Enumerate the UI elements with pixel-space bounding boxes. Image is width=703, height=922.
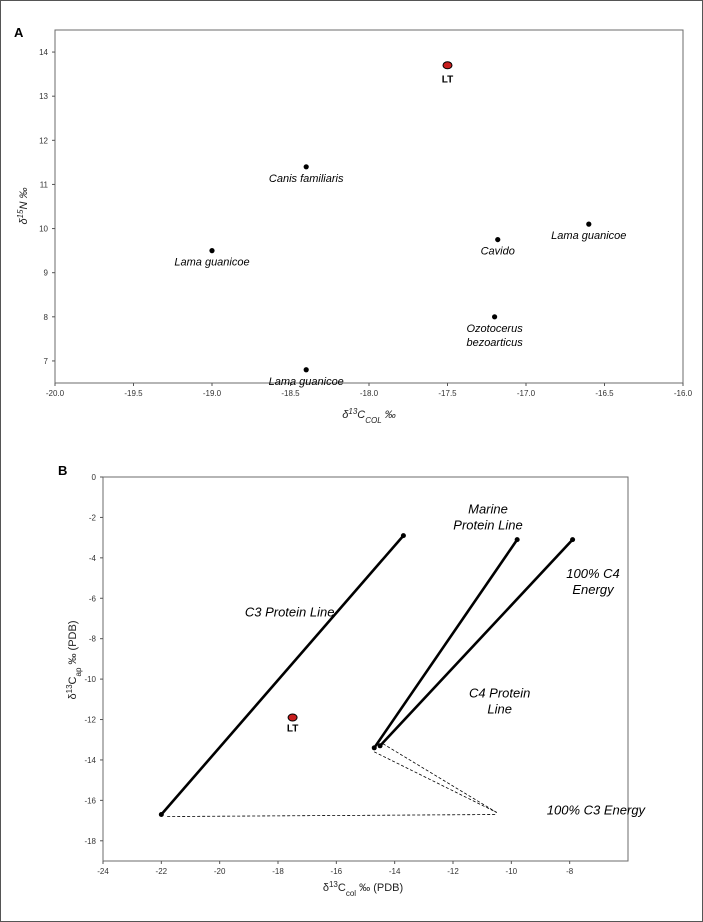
x-axis-b: -24 -22 -20 -18 -16 -14 -12 -10 -8: [97, 861, 574, 876]
panel-label-a: A: [14, 25, 24, 40]
x-axis-a: -20.0 -19.5 -19.0 -18.5 -18.0 -17.5 -17.0 -16.5…: [46, 383, 693, 398]
x-tick-label: -24: [97, 867, 109, 876]
plot-frame-a: [54, 29, 684, 384]
x-tick-label: -20.0: [46, 389, 65, 398]
line-endpoint: [158, 812, 164, 818]
line-annotation: 100% C3 Energy: [547, 803, 647, 818]
y-tick-label: -14: [84, 756, 96, 765]
x-tick-label: -10: [506, 867, 518, 876]
point-label: Lama guanicoe: [174, 257, 249, 269]
data-point: [303, 367, 309, 373]
regression-line: [379, 538, 574, 747]
point-label: Cavido: [481, 246, 515, 258]
y-axis-b: 0 -2 -4 -6 -8 -10 -12 -14 -16 -18: [84, 473, 103, 846]
reference-dashed-line: [167, 814, 497, 817]
line-annotation: Energy: [572, 582, 615, 597]
reference-dashed-line: [382, 743, 497, 813]
y-axis-a: 7 8 9 10 11 12 13 14: [39, 48, 55, 366]
y-tick-label: 8: [44, 313, 49, 322]
point-label: LT: [287, 724, 298, 735]
data-point-highlight: [442, 61, 453, 70]
line-endpoint: [371, 745, 377, 751]
point-label: LT: [442, 74, 453, 85]
points-a: LT Canis familiaris Lama guanicoe Cavido Lam…: [174, 61, 626, 388]
data-point-highlight: [287, 713, 298, 722]
line-annotation: C4 Protein: [469, 685, 530, 700]
points-b: LT: [287, 713, 298, 735]
x-axis-label-a: δ13CCOL ‰: [342, 407, 396, 425]
x-tick-label: -18.0: [360, 389, 379, 398]
data-point: [586, 221, 592, 227]
data-point: [492, 314, 498, 320]
regression-line: [160, 534, 405, 816]
y-tick-label: -18: [84, 837, 96, 846]
line-endpoint: [570, 537, 576, 543]
y-tick-label: -6: [89, 594, 97, 603]
point-label: Canis familiaris: [269, 173, 344, 185]
y-tick-label: -8: [89, 635, 97, 644]
panel-label-b: B: [58, 463, 67, 478]
x-tick-label: -19.0: [203, 389, 222, 398]
x-tick-label: -17.5: [438, 389, 457, 398]
y-tick-label: -10: [84, 675, 96, 684]
line-annotation: 100% C4: [566, 566, 619, 581]
line-annotation: Line: [487, 701, 512, 716]
data-point: [303, 164, 309, 170]
x-tick-label: -16.5: [595, 389, 614, 398]
point-label: bezoarticus: [466, 337, 523, 349]
x-tick-label: -18.5: [281, 389, 300, 398]
y-tick-label: 13: [39, 92, 48, 101]
point-label: Ozotocerus: [466, 323, 523, 335]
x-tick-label: -22: [156, 867, 168, 876]
chart-a: A -20.0 -19.5 -19.0 -18.5 -18.0 -17.5 -17.0 -16…: [14, 25, 693, 425]
y-tick-label: 0: [92, 473, 97, 482]
y-tick-label: -4: [89, 554, 97, 563]
x-tick-label: -20: [214, 867, 226, 876]
x-tick-label: -18: [272, 867, 284, 876]
x-axis-label-b: δ13Ccol ‰ (PDB): [323, 880, 403, 898]
x-tick-label: -19.5: [124, 389, 143, 398]
regression-line: [373, 538, 519, 749]
x-tick-label: -14: [389, 867, 401, 876]
x-tick-label: -16: [331, 867, 343, 876]
y-tick-label: 10: [39, 225, 48, 234]
y-tick-label: 12: [39, 136, 48, 145]
y-axis-label-a: δ15N ‰: [16, 187, 31, 224]
line-annotation: Marine: [468, 501, 508, 516]
x-tick-label: -8: [566, 867, 574, 876]
y-tick-label: -12: [84, 716, 96, 725]
y-tick-label: 11: [40, 180, 49, 189]
chart-b: B -24 -22 -20 -18 -16 -14 -12 -10 -8 0 -2 -4 -6 -8 -1…: [58, 463, 647, 898]
x-tick-label: -12: [447, 867, 459, 876]
y-tick-label: 9: [44, 269, 49, 278]
x-tick-label: -17.0: [517, 389, 536, 398]
data-point: [209, 248, 215, 254]
plot-frame-b: [102, 476, 629, 862]
line-endpoint: [377, 743, 383, 749]
y-tick-label: -2: [89, 513, 97, 522]
line-endpoint: [514, 537, 520, 543]
point-label: Lama guanicoe: [551, 230, 626, 242]
line-annotation: C3 Protein Line: [245, 604, 335, 619]
y-tick-label: 14: [39, 48, 48, 57]
y-tick-label: 7: [44, 357, 49, 366]
line-endpoint: [400, 533, 406, 539]
data-point: [495, 236, 501, 243]
y-axis-label-b: δ13Cap ‰ (PDB): [65, 621, 83, 700]
x-tick-label: -16.0: [674, 389, 693, 398]
lines-b: [158, 533, 576, 818]
reference-dashed-line: [374, 751, 497, 813]
point-label: Lama guanicoe: [269, 376, 344, 388]
y-tick-label: -16: [84, 796, 96, 805]
line-annotation: Protein Line: [453, 517, 522, 532]
